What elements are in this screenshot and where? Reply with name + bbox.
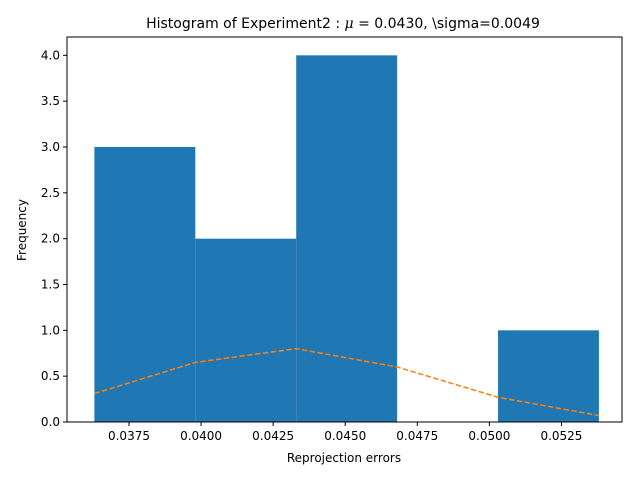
histogram-bar-1 bbox=[195, 238, 297, 422]
y-tick-label: 2.5 bbox=[41, 186, 60, 200]
x-tick-label: 0.0475 bbox=[396, 429, 438, 443]
x-tick-label: 0.0450 bbox=[324, 429, 366, 443]
x-tick-label: 0.0400 bbox=[180, 429, 222, 443]
y-tick-label: 0.0 bbox=[41, 415, 60, 429]
histogram-bars bbox=[94, 55, 599, 422]
density-line bbox=[94, 347, 600, 417]
y-tick-label: 4.0 bbox=[41, 48, 60, 62]
plot-axes bbox=[66, 36, 623, 423]
x-tick-label: 0.0375 bbox=[108, 429, 150, 443]
axis-ticks: 0.0375 0.0400 0.0425 0.0450 0.0475 0.0500 0.05… bbox=[41, 48, 583, 443]
y-tick-label: 0.5 bbox=[41, 369, 60, 383]
histogram-bar-0 bbox=[94, 147, 196, 422]
y-tick-label: 1.0 bbox=[41, 323, 60, 337]
y-axis-label: Frequency bbox=[15, 199, 29, 261]
x-tick-label: 0.0500 bbox=[468, 429, 510, 443]
plot-frame bbox=[66, 36, 623, 423]
x-tick-label: 0.0525 bbox=[540, 429, 582, 443]
histogram-bar-4 bbox=[498, 330, 599, 422]
y-tick-label: 1.5 bbox=[41, 278, 60, 292]
x-axis-label: Reprojection errors bbox=[287, 451, 401, 465]
y-tick-label: 3.5 bbox=[41, 94, 60, 108]
x-tick-label: 0.0425 bbox=[252, 429, 294, 443]
y-tick-label: 2.0 bbox=[41, 232, 60, 246]
y-tick-label: 3.0 bbox=[41, 140, 60, 154]
density-curve bbox=[94, 347, 600, 417]
histogram-bar-2 bbox=[296, 55, 398, 422]
chart-title: Histogram of Experiment2 : μ = 0.0430, \… bbox=[146, 16, 540, 32]
